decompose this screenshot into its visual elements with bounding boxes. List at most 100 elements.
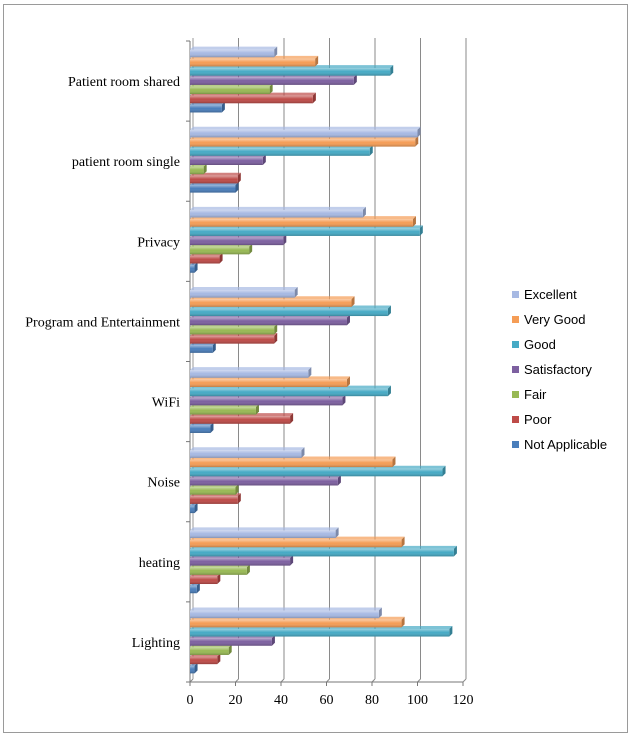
bar-end: [337, 474, 341, 486]
bar-gloss: [190, 576, 218, 585]
bar: [190, 545, 457, 557]
bar-gloss: [190, 336, 275, 344]
category-label: Program and Entertainment: [25, 315, 180, 330]
bar-end: [194, 502, 198, 514]
bar-end: [419, 225, 423, 236]
bar-end-shade: [308, 367, 312, 378]
bar: [190, 474, 341, 486]
bar-gloss: [190, 265, 195, 273]
bar: [190, 74, 357, 85]
bar: [190, 314, 350, 326]
category-label: Noise: [147, 476, 180, 491]
bar-end: [294, 287, 298, 298]
bar: [190, 555, 294, 566]
bar-gloss: [190, 505, 195, 514]
bar-end-shade: [315, 55, 319, 67]
bar-end: [301, 447, 305, 458]
bar-end-shade: [274, 323, 278, 335]
bar-end-shade: [392, 456, 396, 468]
legend-swatch: [512, 366, 519, 373]
bar-end-shade: [235, 181, 239, 193]
bar-end: [417, 126, 421, 138]
bar-end-shade: [449, 625, 453, 637]
bar-end-shade: [415, 135, 419, 147]
bar: [190, 206, 366, 218]
bar: [190, 644, 232, 655]
bar-gloss: [190, 388, 388, 397]
legend-label: Poor: [524, 412, 552, 427]
bar-top: [190, 527, 339, 531]
bar-end: [283, 234, 287, 246]
category-label: Patient room shared: [68, 75, 180, 90]
bar: [190, 582, 200, 594]
bar: [190, 55, 319, 67]
bar: [190, 65, 394, 76]
bar-gloss: [190, 628, 450, 637]
bar-gloss: [190, 548, 454, 557]
bar-gloss: [190, 425, 211, 433]
bar-gloss: [190, 468, 443, 477]
bar-chart: 0 20 40 60 80 100 120 Lighting heating Noise WiFi…: [25, 38, 607, 708]
bar: [190, 305, 391, 317]
bar-gloss: [190, 86, 270, 95]
legend-label: Not Applicable: [524, 437, 607, 452]
bar-gloss: [190, 138, 416, 147]
bar-end-shade: [387, 385, 391, 397]
bar-end: [392, 456, 396, 468]
bar-top: [190, 607, 382, 611]
bar: [190, 216, 416, 227]
bar-end: [312, 92, 316, 104]
bar-end-shade: [249, 243, 253, 255]
bar-end: [369, 145, 373, 156]
bar-end-shade: [453, 545, 457, 557]
bar-gloss: [190, 68, 391, 76]
legend-item: Good: [512, 337, 556, 352]
bar: [190, 422, 214, 433]
bar-end: [194, 662, 198, 674]
bar-end-shade: [387, 305, 391, 317]
bar-end-shade: [390, 65, 394, 76]
category-labels: Lighting heating Noise WiFi Program and Ente…: [25, 75, 180, 651]
bar-gloss: [190, 95, 313, 104]
bar: [190, 83, 273, 95]
bar: [190, 101, 225, 113]
bar-end: [203, 163, 207, 175]
legend-item: Excellent: [512, 287, 577, 302]
bar-end: [262, 154, 266, 165]
bar-gloss: [190, 487, 236, 495]
bar-end-shade: [212, 342, 216, 353]
legend-label: Good: [524, 337, 556, 352]
legend-label: Excellent: [524, 287, 577, 302]
bar-gloss: [190, 219, 413, 227]
bar-gloss: [190, 290, 295, 298]
bar-gloss: [190, 665, 195, 674]
bar-end-shade: [246, 564, 250, 575]
bar-top: [190, 287, 298, 291]
bar: [190, 135, 419, 147]
bar-gloss: [190, 49, 275, 58]
bar-end: [387, 305, 391, 317]
bars: [190, 46, 457, 674]
x-tick-label: 20: [229, 693, 243, 708]
legend-item: Not Applicable: [512, 437, 607, 452]
bar-end-shade: [269, 83, 273, 95]
bar: [190, 536, 405, 548]
bar: [190, 447, 305, 458]
x-tick-label: 40: [274, 693, 288, 708]
bar-gloss: [190, 175, 238, 184]
bar-end-shade: [210, 422, 214, 433]
bar-end-shade: [312, 92, 316, 104]
bar-end-shade: [353, 74, 357, 85]
bar: [190, 145, 373, 156]
bar-gloss: [190, 477, 338, 486]
bar-gloss: [190, 558, 291, 566]
bar-end: [274, 323, 278, 335]
bar-end: [351, 296, 355, 307]
legend-swatch: [512, 416, 519, 423]
legend-label: Satisfactory: [524, 362, 592, 377]
bar-gloss: [190, 656, 218, 665]
bar-end: [449, 625, 453, 637]
bar-end-shade: [401, 616, 405, 628]
bar-end-shade: [235, 484, 239, 495]
bar: [190, 126, 421, 138]
